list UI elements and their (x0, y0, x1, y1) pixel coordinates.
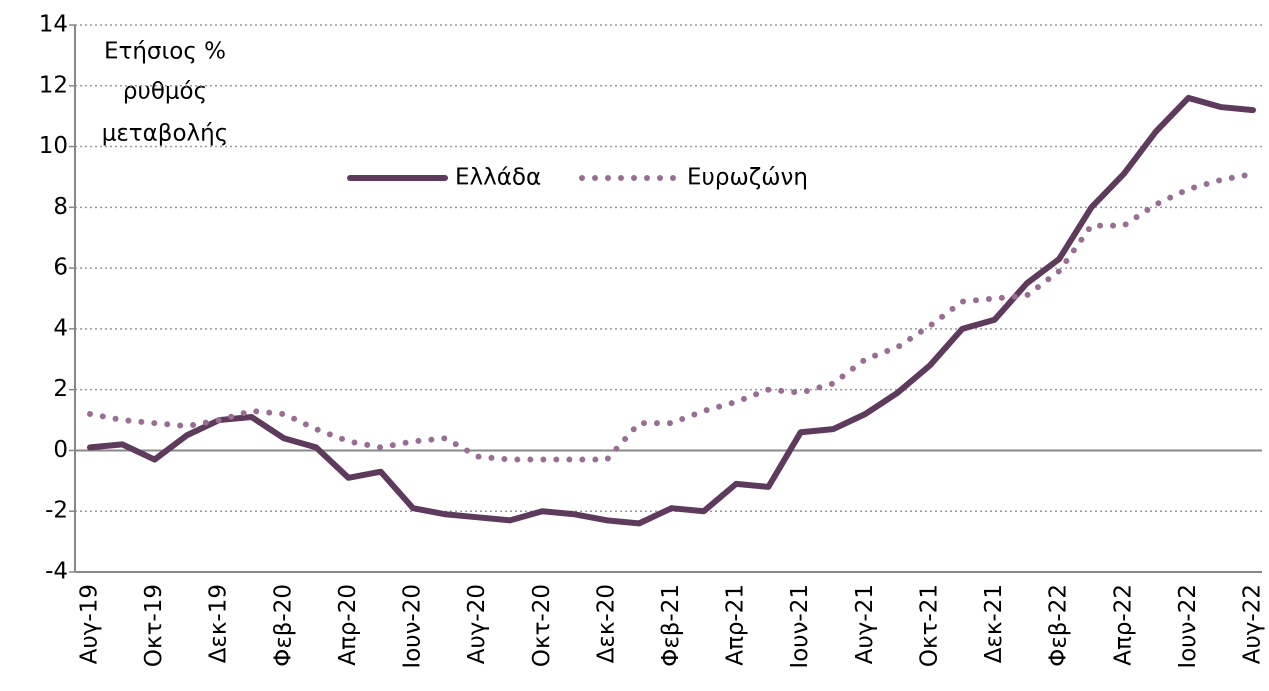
y-tick-label: 4 (53, 315, 68, 341)
annotation: Ετήσιος % (104, 39, 226, 65)
y-tick-label: 10 (39, 133, 68, 159)
y-tick-label: 0 (53, 437, 68, 463)
x-tick-label: Ιουν-20 (400, 584, 426, 669)
y-tick-label: 2 (53, 376, 68, 402)
line-series (87, 170, 1256, 463)
line-series (87, 94, 1256, 527)
x-tick-label: Οκτ-19 (141, 584, 167, 667)
x-tick-label: Δεκ-20 (593, 584, 619, 663)
x-tick-label: Ιουν-22 (1175, 584, 1201, 669)
x-tick-label: Απρ-22 (1110, 584, 1136, 666)
x-tick-label: Αυγ-20 (464, 584, 490, 664)
x-tick-label: Αυγ-21 (852, 584, 878, 664)
y-tick-label: -2 (45, 498, 68, 524)
x-tick-label: Αυγ-22 (1240, 584, 1266, 664)
y-tick-label: 14 (39, 12, 68, 38)
legend-label: Ελλάδα (455, 165, 541, 191)
x-tick-label: Απρ-20 (335, 584, 361, 666)
x-tick-label: Φεβ-22 (1046, 584, 1072, 667)
x-tick-label: Δεκ-21 (981, 584, 1007, 663)
annotation: μεταβολής (102, 121, 229, 147)
y-tick-label: 6 (53, 255, 68, 281)
y-tick-label: -4 (45, 559, 68, 585)
x-tick-label: Φεβ-21 (658, 584, 684, 667)
x-tick-label: Οκτ-20 (529, 584, 555, 667)
y-tick-label: 12 (39, 72, 68, 98)
x-tick-label: Δεκ-19 (206, 584, 232, 663)
legend-label: Ευρωζώνη (687, 165, 808, 191)
annotation: ρυθμός (123, 79, 207, 105)
x-tick-label: Φεβ-20 (270, 584, 296, 667)
x-tick-label: Απρ-21 (723, 584, 749, 666)
x-tick-label: Οκτ-21 (916, 584, 942, 667)
x-tick-label: Αυγ-19 (77, 584, 103, 664)
x-tick-label: Ιουν-21 (787, 584, 813, 669)
y-tick-label: 8 (53, 194, 68, 220)
